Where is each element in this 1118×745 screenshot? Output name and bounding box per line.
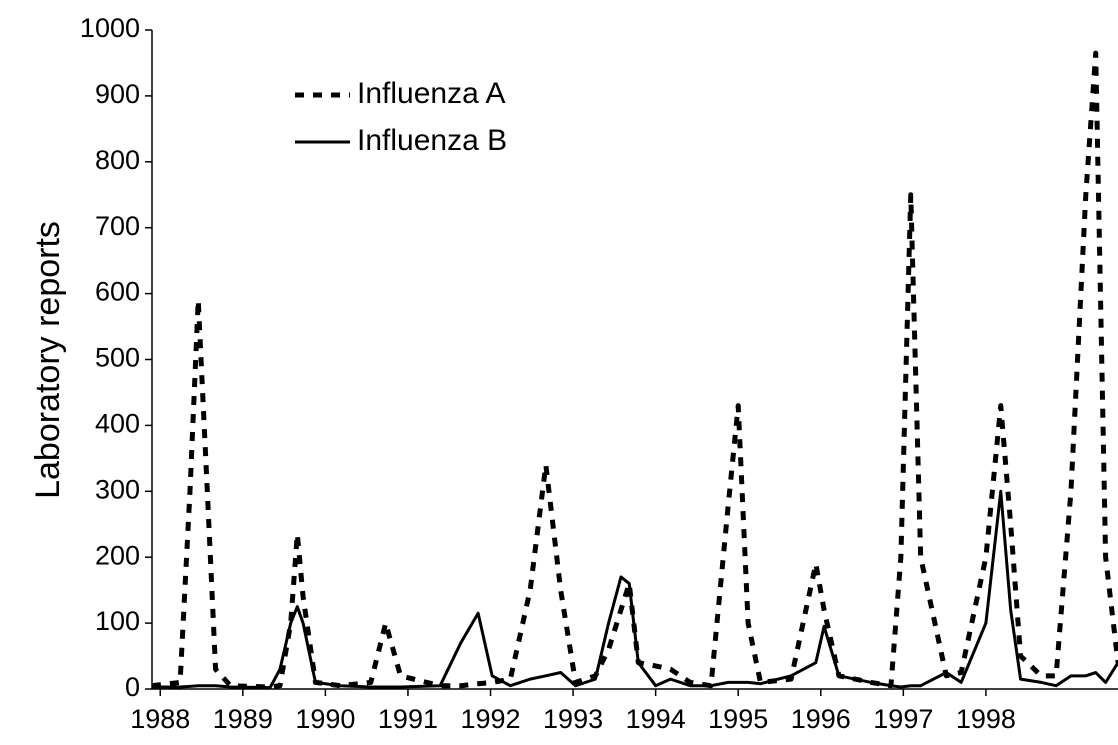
y-tick-label: 200 (95, 540, 140, 570)
y-tick-label: 800 (95, 145, 140, 175)
y-tick-label: 600 (95, 277, 140, 307)
y-tick-label: 300 (95, 474, 140, 504)
legend-label: Influenza B (357, 124, 507, 157)
series-line (152, 489, 1118, 690)
x-tick-label: 1990 (295, 704, 355, 734)
x-tick-label: 1998 (956, 704, 1016, 734)
series-line (151, 50, 1118, 690)
x-tick-label: 1996 (791, 704, 851, 734)
y-tick-label: 0 (125, 672, 140, 702)
x-tick-label: 1993 (543, 704, 603, 734)
x-tick-label: 1991 (378, 704, 438, 734)
x-tick-label: 1989 (213, 704, 273, 734)
legend-label: Influenza A (357, 77, 505, 110)
y-tick-label: 700 (95, 211, 140, 241)
y-tick-label: 500 (95, 343, 140, 373)
x-tick-label: 1994 (626, 704, 686, 734)
x-tick-label: 1992 (460, 704, 520, 734)
x-tick-label: 1995 (708, 704, 768, 734)
x-tick-label: 1997 (873, 704, 933, 734)
y-tick-label: 1000 (80, 13, 140, 43)
y-tick-label: 400 (95, 409, 140, 439)
y-tick-label: 900 (95, 79, 140, 109)
x-tick-label: 1988 (130, 704, 190, 734)
y-tick-label: 100 (95, 606, 140, 636)
y-axis-label: Laboratory reports (29, 221, 67, 499)
